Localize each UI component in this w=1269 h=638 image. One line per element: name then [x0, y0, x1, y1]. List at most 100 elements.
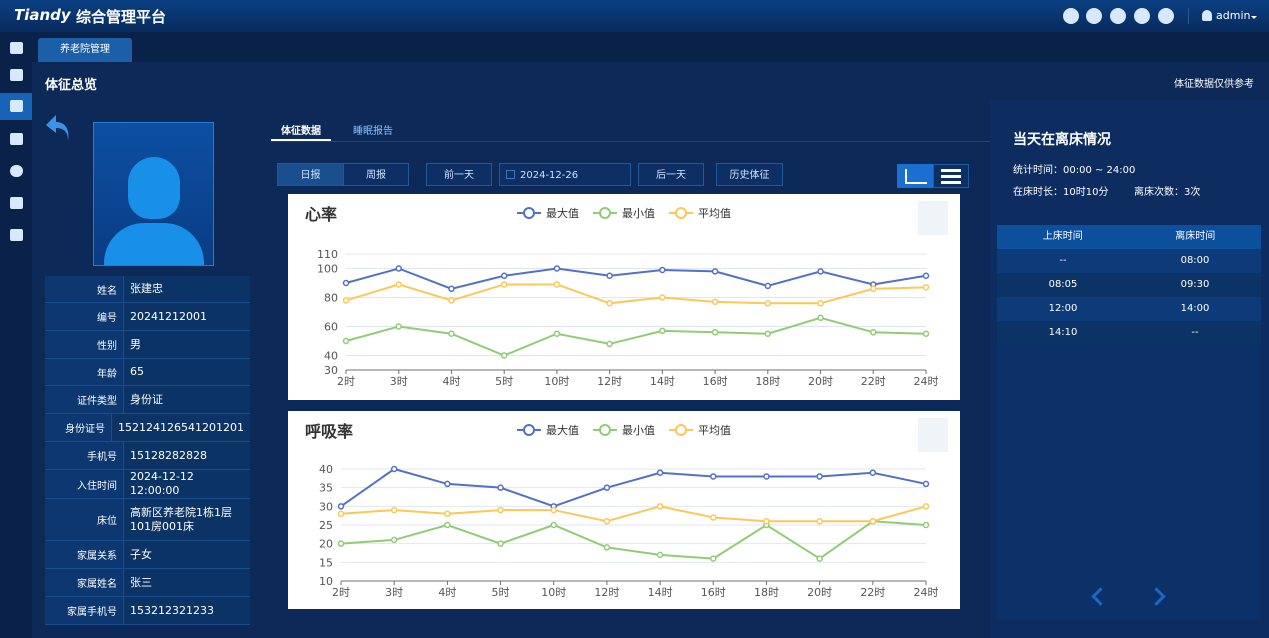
data-point [553, 330, 561, 337]
page-note: 体征数据仅供参考 [1174, 79, 1254, 90]
list-view-button[interactable] [933, 164, 969, 188]
photo [93, 122, 214, 266]
person-icon[interactable] [10, 165, 23, 177]
info-value: 20241212001 [124, 303, 250, 330]
day-button[interactable]: 日报 [277, 163, 344, 186]
legend-marker [675, 424, 687, 436]
info-value: 65 [124, 359, 250, 385]
info-row: 床位 高新区养老院1栋1层101房001床 [45, 499, 250, 541]
y-tick-label: 15 [319, 556, 333, 569]
legend-marker [523, 424, 535, 436]
prev-button[interactable]: 前一天 [426, 163, 492, 186]
subtab-line [271, 141, 990, 142]
toolbox [918, 418, 948, 452]
bed-cell: 08:00 [1180, 255, 1210, 266]
inbed-value: 10时10分 [1063, 187, 1109, 198]
info-label: 家属姓名 [45, 569, 124, 596]
data-point [337, 503, 345, 510]
data-point [390, 465, 398, 473]
bed-row: 08:05 09:30 [997, 273, 1261, 297]
info-row: 姓名 张建忠 [45, 276, 250, 303]
user-icon [1202, 10, 1212, 21]
x-tick-label: 2时 [332, 586, 350, 599]
chart-title: 心率 [305, 205, 337, 224]
data-point [659, 327, 666, 335]
info-label: 编号 [45, 303, 124, 330]
info-value: 高新区养老院1栋1层101房001床 [124, 499, 250, 540]
inbed-label: 在床时长： [1013, 187, 1063, 198]
search-icon[interactable] [1063, 8, 1079, 24]
user-name[interactable]: admin [1216, 9, 1251, 22]
info-row: 手机号 15128282828 [45, 442, 250, 470]
list-view-icon [941, 169, 961, 172]
bed-column: 离床时间 [1175, 231, 1216, 242]
data-point [603, 484, 611, 491]
divider [1188, 8, 1189, 24]
info-value: 152124126541201201 [112, 414, 250, 441]
shirt-icon[interactable] [1110, 8, 1126, 24]
x-tick-label: 5时 [492, 586, 510, 599]
chart-icon[interactable] [1086, 8, 1102, 24]
calendar-icon [506, 170, 515, 179]
next-button[interactable]: 后一天 [638, 163, 704, 186]
data-point [816, 518, 823, 525]
data-point [922, 272, 930, 279]
x-tick-label: 14时 [650, 375, 675, 388]
x-tick-label: 4时 [442, 375, 460, 388]
history-button[interactable]: 历史体征 [716, 163, 783, 186]
data-point [390, 536, 398, 544]
date-input[interactable]: 2024-12-26 [499, 163, 631, 186]
book-icon[interactable] [10, 133, 23, 145]
info-label: 家属手机号 [45, 597, 124, 624]
data-point [711, 329, 719, 336]
send-icon[interactable] [1158, 8, 1174, 24]
chart-view-icon [905, 169, 927, 184]
subtab-active[interactable]: 体征数据 [281, 126, 321, 137]
tab-bar: 养老院管理 [32, 32, 1269, 62]
top-bar: Tiandy 综合管理平台 admin [0, 0, 1269, 32]
series-line [340, 520, 927, 560]
bed-title: 当天在离床情况 [1013, 132, 1111, 148]
download-icon[interactable] [1134, 8, 1150, 24]
info-value: 张三 [124, 569, 250, 596]
week-button[interactable]: 周报 [343, 163, 409, 186]
tab[interactable]: 养老院管理 [38, 38, 132, 62]
data-point [444, 480, 451, 488]
settings-icon[interactable] [10, 229, 23, 241]
info-row: 入住时间 2024-12-12 12:00:00 [45, 470, 250, 499]
legend-label: 平均值 [698, 424, 731, 437]
data-point [448, 330, 455, 337]
home-icon[interactable] [10, 42, 23, 54]
x-tick-label: 22时 [861, 375, 886, 388]
bed-cell: 12:00 [1048, 303, 1078, 314]
sidebar [0, 32, 32, 638]
data-point [342, 297, 350, 304]
bed-row: 12:00 14:00 [997, 297, 1261, 321]
chart-view-button[interactable] [897, 164, 933, 188]
info-row: 年龄 65 [45, 359, 250, 386]
list-icon[interactable] [10, 69, 23, 81]
data-point [553, 265, 561, 272]
x-tick-label: 5时 [495, 375, 513, 388]
data-point [500, 281, 508, 288]
clipboard-icon[interactable] [10, 197, 23, 209]
vitals-icon[interactable] [10, 100, 23, 112]
x-tick-label: 24时 [914, 375, 939, 388]
x-tick-label: 3时 [385, 586, 403, 599]
data-point [922, 330, 930, 337]
series-line [345, 316, 927, 357]
data-point [870, 285, 877, 293]
data-point [395, 281, 402, 288]
leave-value: 3次 [1184, 187, 1201, 198]
data-point [444, 510, 451, 518]
info-row: 家属姓名 张三 [45, 569, 250, 597]
y-tick-label: 20 [319, 538, 333, 551]
back-arrow [46, 115, 69, 141]
back-icon[interactable] [44, 113, 72, 143]
subtab[interactable]: 睡眠报告 [353, 126, 393, 137]
y-tick-label: 30 [319, 500, 333, 513]
data-point [448, 297, 455, 304]
x-tick-label: 20时 [807, 586, 832, 599]
x-tick-label: 12时 [597, 375, 622, 388]
data-point [659, 266, 666, 274]
